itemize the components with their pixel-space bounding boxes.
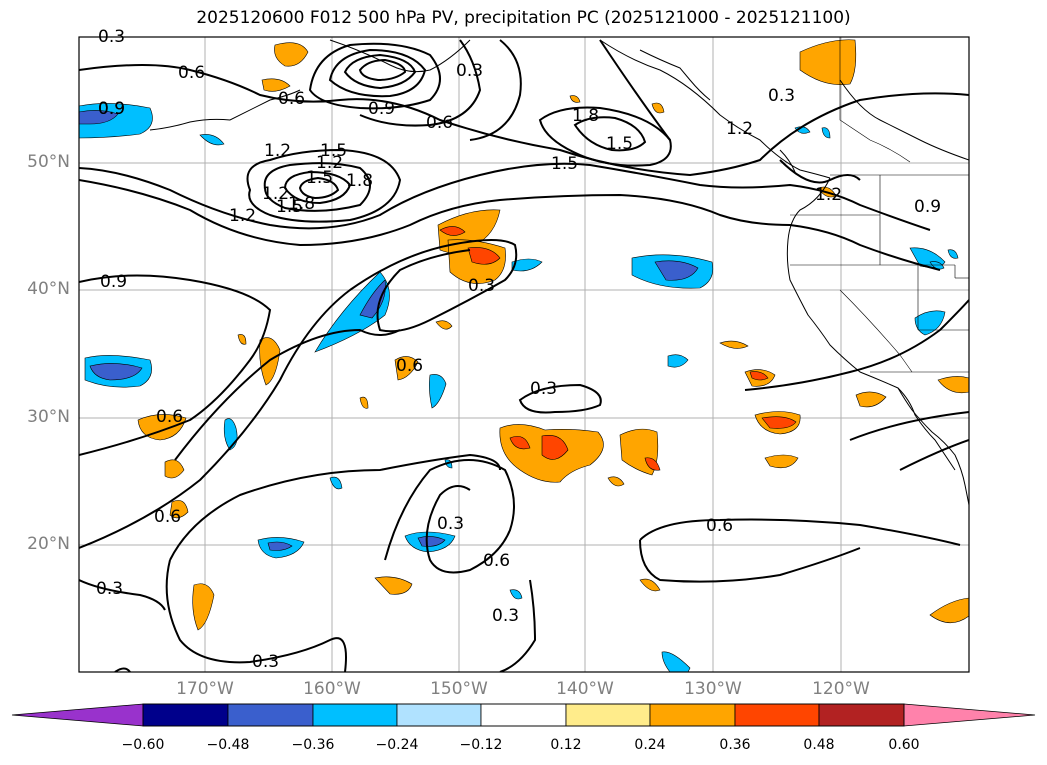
- lon-label-160w: 160°W: [303, 679, 361, 699]
- colorbar-bin: [565, 703, 651, 727]
- contour-label: 1.5: [276, 197, 304, 217]
- contour-label: 1.8: [288, 194, 316, 214]
- contour-label: 0.6: [178, 63, 206, 83]
- contour-label: 1.2: [229, 206, 257, 226]
- contour-label: 0.3: [768, 86, 796, 106]
- contour-label: 1.2: [262, 184, 290, 204]
- lon-label-140w: 140°W: [556, 679, 614, 699]
- contour-label: 0.6: [154, 507, 182, 527]
- map-title: 2025120600 F012 500 hPa PV, precipitatio…: [196, 8, 851, 28]
- lat-label-30n: 30°N: [27, 407, 70, 427]
- contour-label: 1.8: [346, 171, 374, 191]
- contour-label: 0.9: [368, 99, 396, 119]
- colorbar-tick: 0.12: [550, 737, 582, 753]
- contour-label: 1.5: [551, 154, 579, 174]
- lat-label-20n: 20°N: [27, 534, 70, 554]
- colorbar-tick: −0.60: [121, 737, 165, 753]
- contour-label: 1.2: [264, 141, 292, 161]
- map-area: [79, 37, 969, 672]
- contour-label: 1.2: [316, 153, 344, 173]
- borders: [790, 37, 969, 373]
- contour-label: 0.3: [437, 514, 465, 534]
- colorbar-tick: 0.36: [719, 737, 751, 753]
- coastlines: [149, 39, 969, 506]
- map-frame: [78, 36, 970, 673]
- contour-label: 0.3: [530, 379, 558, 399]
- gridlines: [79, 37, 969, 672]
- contour-label: 1.5: [606, 134, 634, 154]
- contour-label: 1.8: [572, 106, 600, 126]
- colorbar-bin: [312, 703, 398, 727]
- colorbar-bin: [227, 703, 314, 727]
- colorbar-tick: 0.48: [803, 737, 835, 753]
- colorbar-extend-high: [903, 703, 1036, 727]
- lon-label-120w: 120°W: [812, 679, 870, 699]
- colorbar-tick: 0.24: [634, 737, 666, 753]
- lon-label-150w: 150°W: [430, 679, 488, 699]
- lon-label-130w: 130°W: [684, 679, 742, 699]
- contour-label: 0.9: [98, 99, 126, 119]
- lat-label-50n: 50°N: [27, 152, 70, 172]
- colorbar-tick: −0.36: [291, 737, 335, 753]
- contour-label: 0.3: [456, 61, 484, 81]
- contour-label: 0.6: [483, 551, 511, 571]
- pv-contours: [79, 39, 969, 672]
- contour-label: 1.5: [306, 168, 334, 188]
- contour-label: 0.9: [98, 99, 126, 119]
- colorbar-tick: 0.60: [888, 737, 920, 753]
- colorbar-bin: [480, 703, 567, 727]
- colorbar-bin: [396, 703, 482, 727]
- colorbar-tick: −0.12: [459, 737, 503, 753]
- lat-label-40n: 40°N: [27, 279, 70, 299]
- contour-label: 0.3: [252, 652, 280, 672]
- contour-label: 1.5: [320, 141, 348, 161]
- colorbar-bin: [734, 703, 820, 727]
- contour-label: 0.9: [100, 272, 128, 292]
- contour-label: 0.6: [156, 407, 184, 427]
- colorbar: [11, 703, 1036, 727]
- contour-label: 1.2: [815, 185, 843, 205]
- lon-label-170w: 170°W: [176, 679, 234, 699]
- contour-label: 0.6: [396, 356, 424, 376]
- colorbar-tick: −0.24: [375, 737, 419, 753]
- colorbar-bin: [142, 703, 229, 727]
- colorbar-bin: [818, 703, 905, 727]
- contour-label: 1.2: [726, 119, 754, 139]
- contour-label: 0.6: [278, 89, 306, 109]
- contour-label: 0.3: [96, 579, 124, 599]
- contour-label: 0.3: [98, 27, 126, 47]
- colorbar-tick: −0.48: [206, 737, 250, 753]
- precip-shading: [79, 39, 969, 672]
- colorbar-bin: [649, 703, 736, 727]
- contour-label: 0.3: [492, 606, 520, 626]
- colorbar-extend-low: [11, 703, 144, 727]
- contour-label: 0.3: [468, 276, 496, 296]
- contour-label: 0.9: [914, 197, 942, 217]
- contour-label: 0.6: [426, 113, 454, 133]
- contour-label: 0.6: [706, 516, 734, 536]
